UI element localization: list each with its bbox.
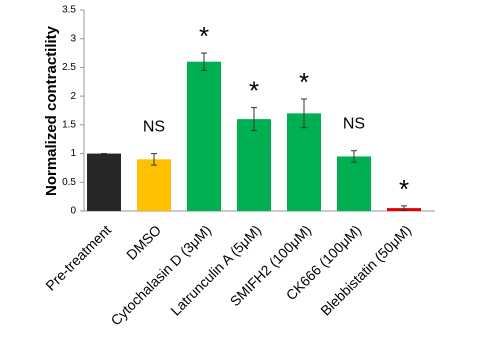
y-axis-label: Normalized contractility <box>43 25 60 196</box>
x-tick-label: Latrunculin A (5μM) <box>167 222 264 319</box>
bar <box>87 153 121 211</box>
x-tick-label: Pre-treatment <box>42 222 114 294</box>
y-tick-label: 2 <box>70 91 76 102</box>
x-tick-label: Blebbistatin (50μM) <box>317 222 414 319</box>
bar <box>237 119 271 211</box>
y-tick-label: 1 <box>70 148 76 159</box>
annotation: * <box>399 174 409 204</box>
y-tick-label: 3.5 <box>62 5 76 16</box>
bar <box>287 113 321 211</box>
bar <box>337 156 371 211</box>
y-tick-label: 3 <box>70 33 76 44</box>
x-tick-label: DMSO <box>123 222 164 263</box>
annotation: NS <box>343 116 365 133</box>
annotation: * <box>299 67 309 97</box>
annotation: NS <box>143 119 165 136</box>
y-tick-label: 0.5 <box>62 177 76 188</box>
bar <box>187 61 221 211</box>
annotation: * <box>199 21 209 51</box>
annotation: * <box>249 76 259 106</box>
y-tick-label: 1.5 <box>62 119 76 130</box>
y-tick-label: 2.5 <box>62 62 76 73</box>
y-tick-label: 0 <box>70 206 76 217</box>
bar <box>137 159 171 211</box>
